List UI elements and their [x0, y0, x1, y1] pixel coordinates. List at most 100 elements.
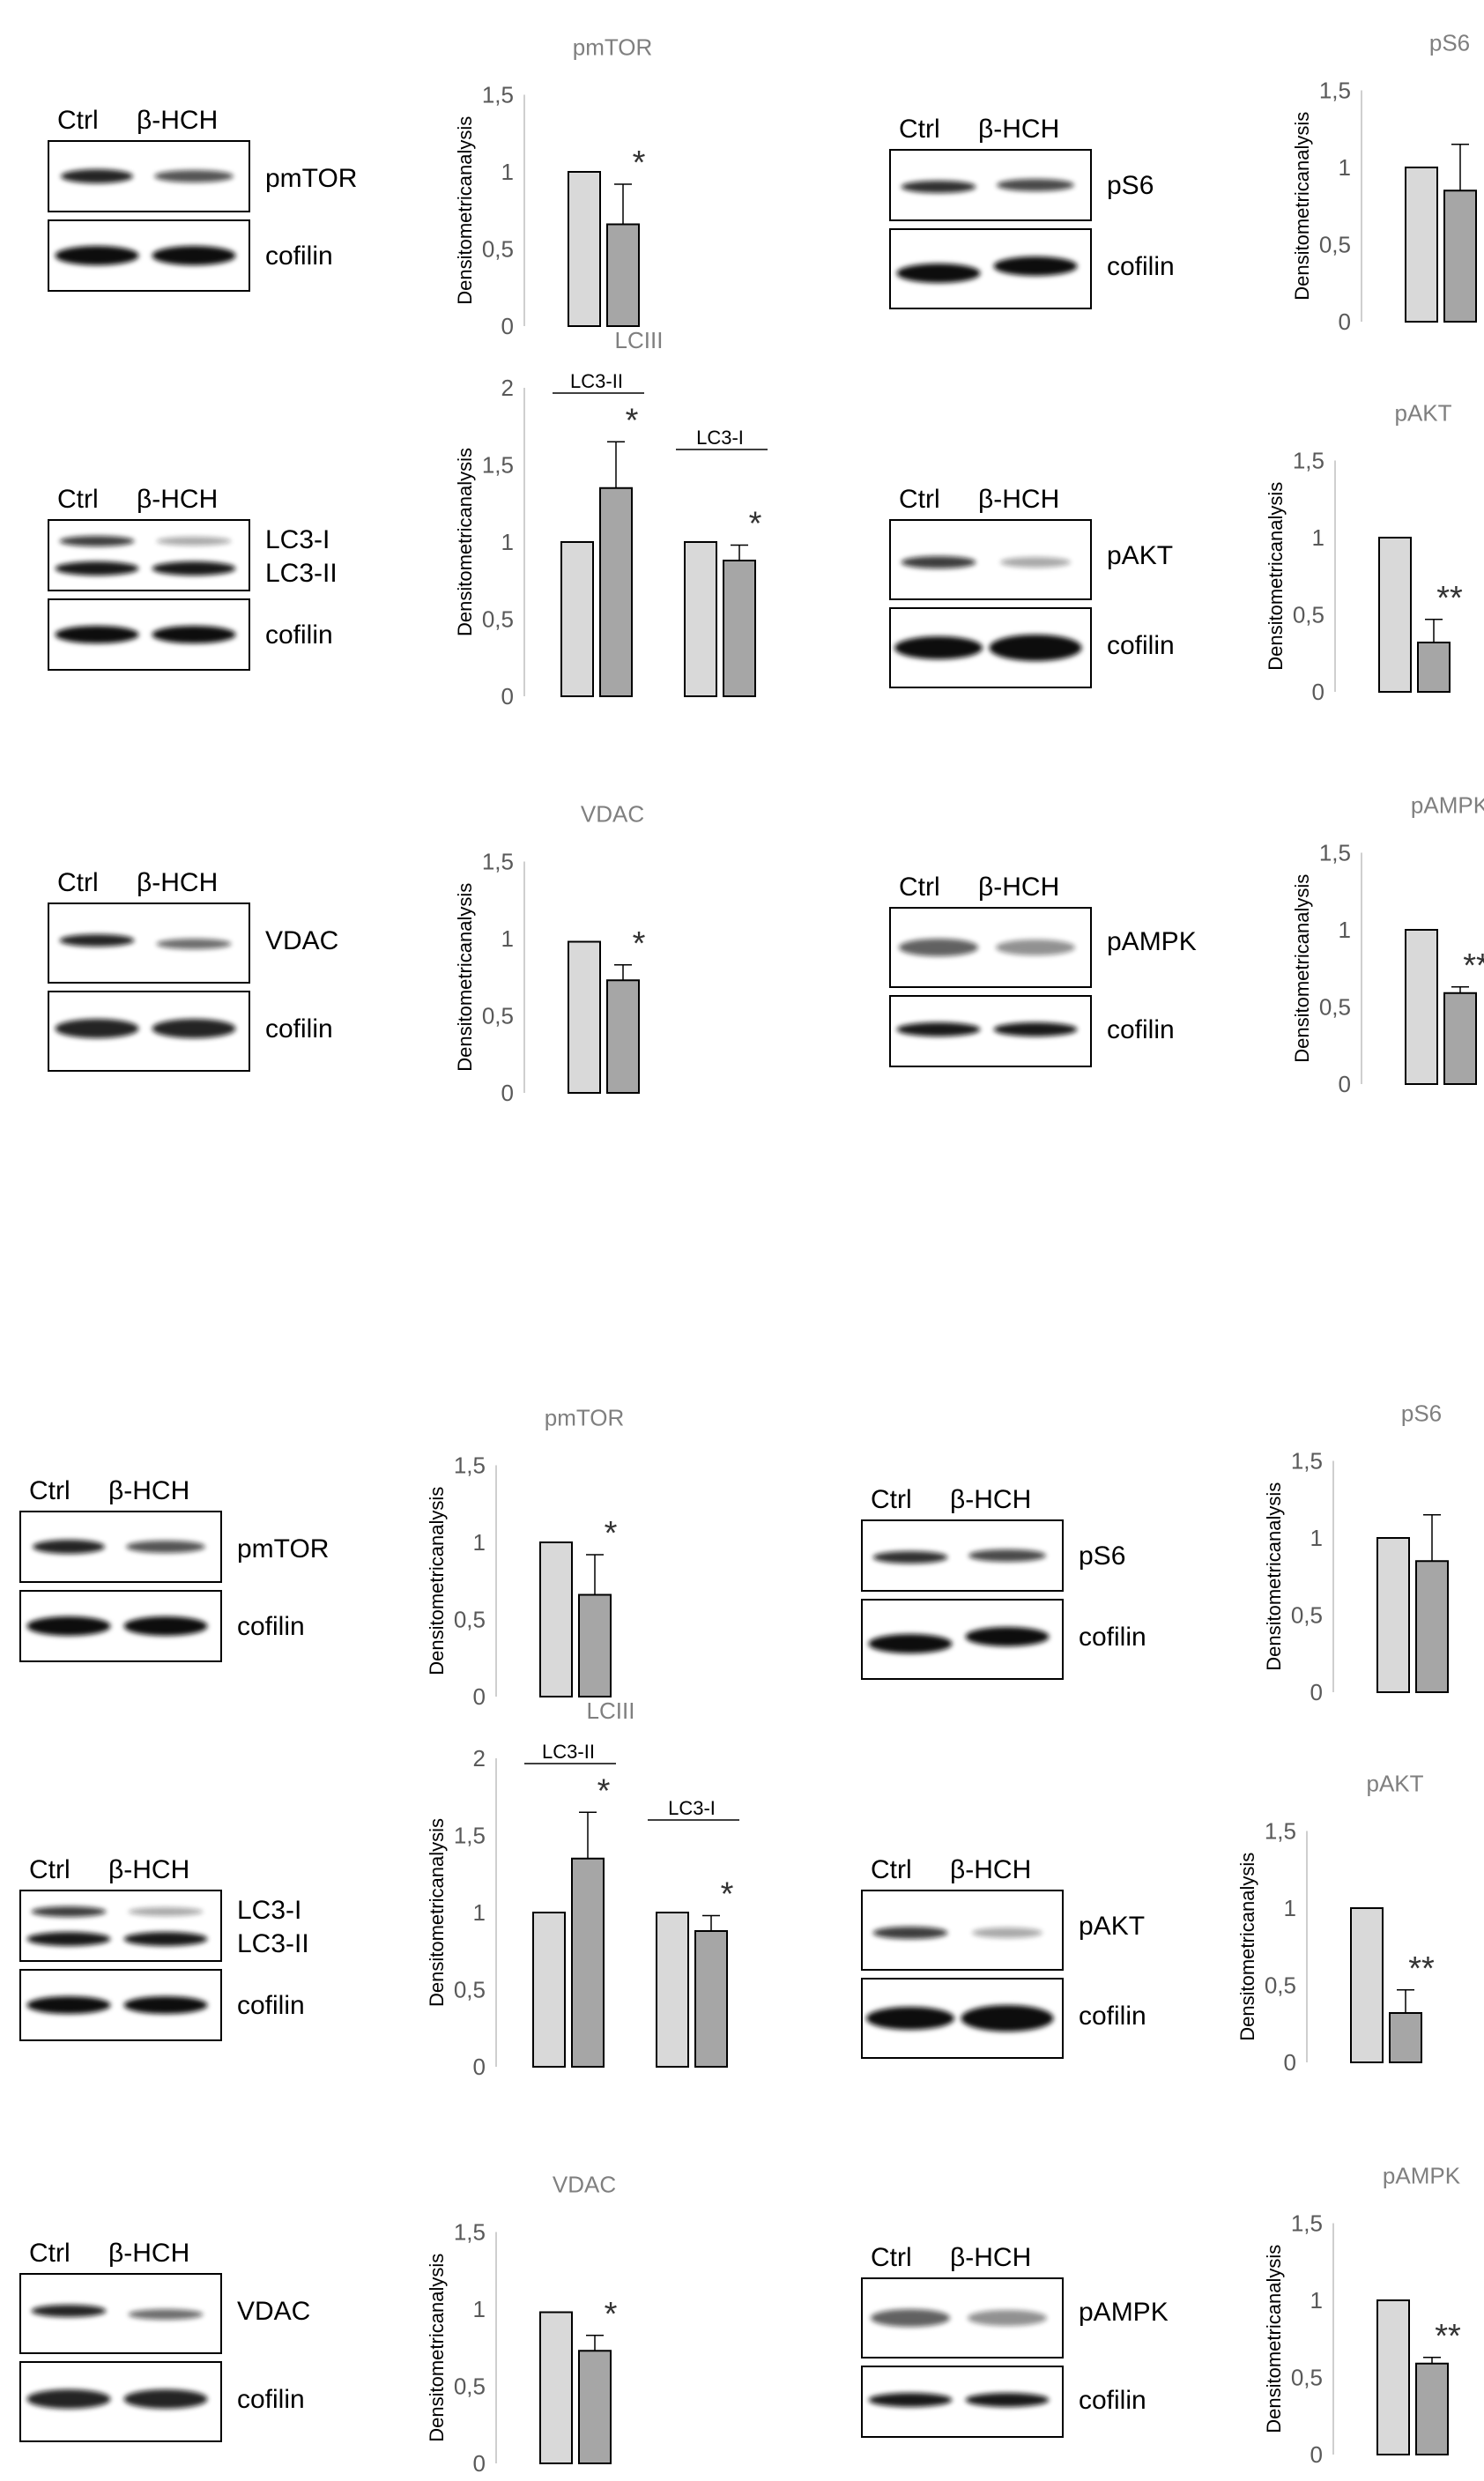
y-tick-label: 0,5 — [1319, 994, 1351, 1021]
y-axis-label: Densitometricanalysis — [1236, 1853, 1258, 2041]
y-axis-label: Densitometricanalysis — [426, 1487, 448, 1675]
y-tick-label: 0 — [1339, 1071, 1351, 1097]
y-tick-label: 1 — [1339, 154, 1351, 181]
blot-lc3-1-band-1 — [123, 1996, 208, 2014]
lane-label-ctrl: Ctrl — [29, 1476, 70, 1505]
y-tick-label: 0 — [473, 1683, 486, 1710]
blot-label-pmtor: pmTOR — [265, 164, 357, 193]
y-axis-label: Densitometricanalysis — [1291, 874, 1313, 1063]
chart-title: pAKT — [1366, 1771, 1423, 1797]
y-tick-label: 0 — [501, 313, 514, 339]
blot-panel-vdac: Ctrl β-HCH VDAC cofilin — [48, 868, 338, 1072]
y-tick-label: 1,5 — [454, 2219, 486, 2246]
y-tick-label: 1 — [473, 2296, 486, 2322]
blot-label-lc3-i: LC3-I — [265, 525, 330, 554]
figure-copy-top: Ctrl β-HCH pmTOR cofilin pmTOR Densitometrica… — [48, 30, 1484, 1107]
lane-label-ctrl: Ctrl — [871, 1855, 912, 1884]
blot-vdac-0 — [19, 2273, 222, 2354]
y-axis-label: Densitometricanalysis — [1265, 482, 1287, 671]
blot-label-cofilin: cofilin — [265, 1014, 333, 1044]
chart-pmtor: pmTOR Densitometricanalysis 0 0,5 1 1,5 * — [454, 34, 652, 340]
y-tick-label: 0,5 — [482, 236, 514, 263]
chart-vdac: VDAC Densitometricanalysis 0 0,5 1 1,5 * — [454, 801, 646, 1107]
lane-label-treated: β-HCH — [978, 115, 1059, 144]
bar-pakt-treated — [1417, 642, 1451, 693]
blot-panel-pampk: Ctrl β-HCH pAMPK cofilin — [889, 873, 1197, 1067]
bar-ps6-ctrl — [1376, 1537, 1410, 1693]
blot-ps6-0-band-0 — [901, 181, 976, 193]
y-axis-label: Densitometricanalysis — [1263, 1482, 1285, 1671]
blot-lc3-1 — [19, 1969, 222, 2041]
chart-title: VDAC — [553, 2172, 616, 2198]
blot-pakt-0-band-1 — [972, 1928, 1043, 1938]
bar-vdac-treated — [606, 979, 640, 1094]
figure-copy-bottom: Ctrl β-HCH pmTOR cofilin pmTOR Densitometrica… — [19, 1400, 1461, 2477]
blot-label-pmtor: pmTOR — [237, 1534, 329, 1564]
y-axis-label: Densitometricanalysis — [454, 883, 476, 1072]
blot-lc3-1-band-1 — [152, 626, 236, 643]
bar-ps6-ctrl — [1405, 167, 1438, 323]
bar-lc3-ii-ctrl — [560, 541, 594, 697]
blot-vdac-0-band-0 — [31, 2305, 107, 2317]
y-axis-label: Densitometricanalysis — [454, 116, 476, 305]
y-tick-label: 0,5 — [1291, 1602, 1323, 1629]
bar-ps6-treated — [1415, 1560, 1449, 1693]
blot-lc3-1 — [48, 598, 250, 671]
lane-label-treated: β-HCH — [950, 2243, 1031, 2272]
y-tick-label: 0 — [1284, 2049, 1296, 2076]
y-tick-label: 0,5 — [482, 1003, 514, 1029]
significance-mark-lc3-ii: * — [626, 402, 639, 439]
lane-label-ctrl: Ctrl — [899, 115, 940, 144]
y-tick-label: 0,5 — [454, 1977, 486, 2003]
blot-vdac-0-band-1 — [128, 2309, 204, 2320]
significance-mark-lc3-i: * — [721, 1876, 734, 1913]
blot-ps6-0 — [861, 1519, 1064, 1592]
blot-pampk-1-band-1 — [993, 1022, 1078, 1036]
y-tick-label: 0 — [1339, 308, 1351, 335]
group-label: LC3-II — [570, 370, 623, 392]
bar-lc3-ii-treated — [571, 1857, 605, 2068]
y-tick-label: 1,5 — [482, 849, 514, 875]
blot-lc3-0 — [19, 1890, 222, 1962]
significance-mark-pakt: ** — [1436, 580, 1463, 617]
blot-pampk-1-band-0 — [868, 2393, 953, 2407]
blot-ps6-0 — [889, 149, 1092, 221]
bar-pampk-ctrl — [1405, 929, 1438, 1085]
significance-mark-lc3-i: * — [749, 506, 762, 543]
blot-label-ps6: pS6 — [1107, 171, 1154, 200]
y-tick-label: 0 — [1312, 679, 1324, 705]
blot-pakt-0-band-0 — [872, 1927, 948, 1939]
blot-panel-pampk: Ctrl β-HCH pAMPK cofilin — [861, 2243, 1169, 2438]
blot-panel-vdac: Ctrl β-HCH VDAC cofilin — [19, 2239, 310, 2442]
y-tick-label: 0,5 — [454, 2373, 486, 2400]
significance-mark-pampk: ** — [1435, 2318, 1461, 2355]
blot-vdac-0 — [48, 903, 250, 984]
blot-label-cofilin: cofilin — [1107, 1015, 1175, 1044]
blot-lc3-0-band-2 — [26, 1932, 111, 1946]
y-tick-label: 0 — [473, 2450, 486, 2477]
blot-lc3-0-band-0 — [31, 1906, 107, 1917]
blot-label-cofilin: cofilin — [1107, 252, 1175, 281]
chart-pmtor: pmTOR Densitometricanalysis 0 0,5 1 1,5 * — [426, 1405, 624, 1711]
y-tick-label: 1,5 — [482, 82, 514, 108]
significance-mark-pmtor: * — [633, 145, 646, 182]
blot-label-cofilin: cofilin — [237, 1991, 305, 2020]
bar-pakt-treated — [1389, 2012, 1422, 2063]
blot-lc3-0-band-0 — [59, 536, 135, 546]
blot-panel-lc3: Ctrl β-HCH LC3-I LC3-II cofilin — [19, 1855, 309, 2041]
blot-panel-pakt: Ctrl β-HCH pAKT cofilin — [861, 1855, 1146, 2059]
y-tick-label: 0 — [473, 2054, 486, 2080]
chart-title: pAMPK — [1411, 792, 1484, 819]
y-tick-label: 0 — [1310, 2441, 1323, 2468]
y-tick-label: 1 — [1310, 2287, 1323, 2314]
blot-vdac-1-band-0 — [26, 2389, 111, 2409]
blot-pakt-0-band-1 — [1000, 557, 1071, 568]
y-tick-label: 1,5 — [454, 1823, 486, 1849]
y-tick-label: 1,5 — [1291, 2210, 1323, 2237]
y-tick-label: 0 — [1310, 1679, 1323, 1705]
blot-pampk-0-band-1 — [968, 2310, 1047, 2326]
lane-label-treated: β-HCH — [108, 1476, 189, 1505]
lane-label-ctrl: Ctrl — [899, 873, 940, 902]
blot-ps6-0-band-1 — [968, 1549, 1046, 1562]
significance-mark-vdac: * — [605, 2296, 618, 2333]
